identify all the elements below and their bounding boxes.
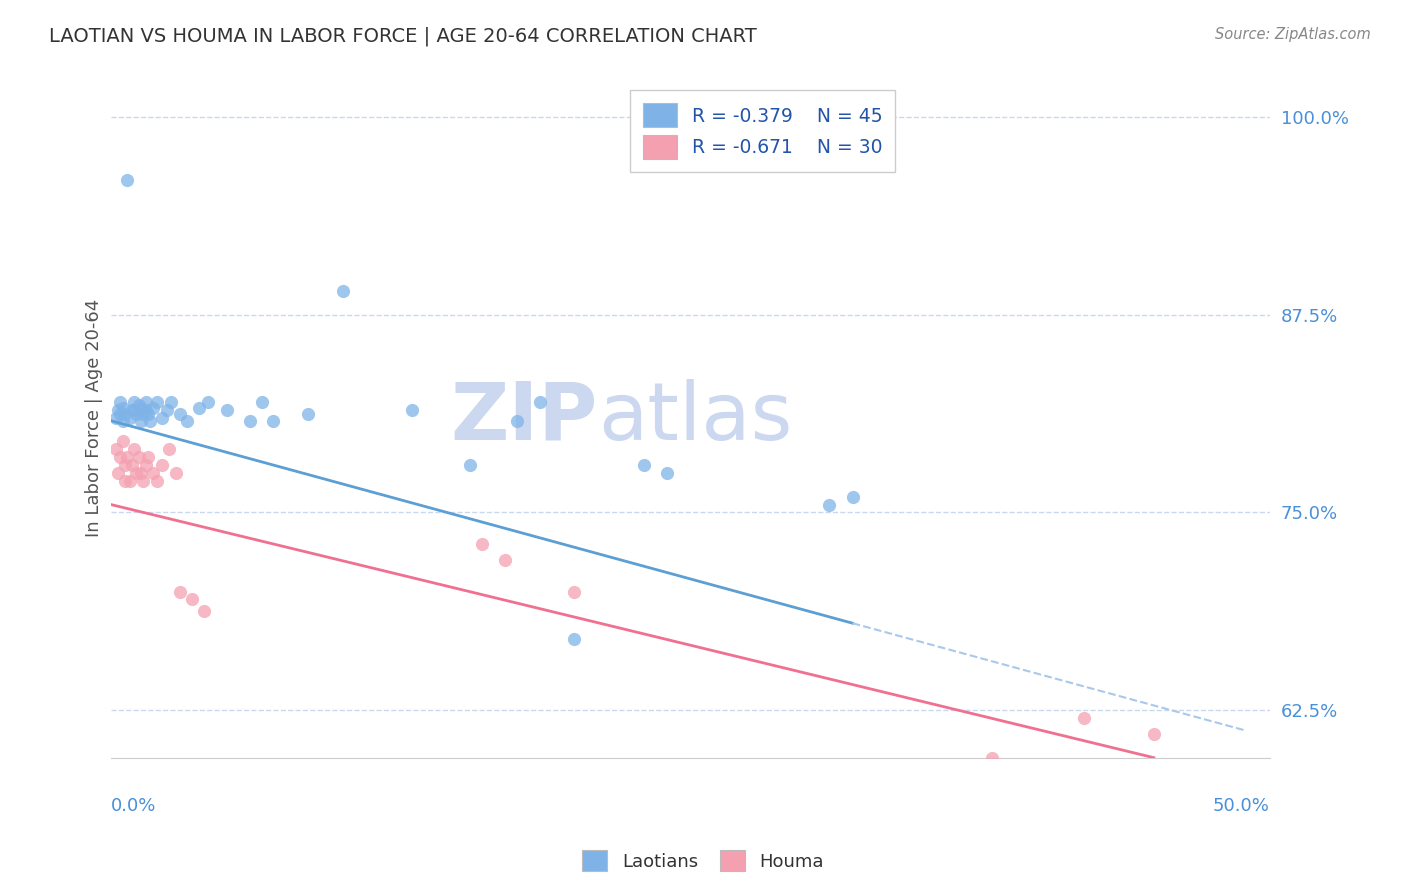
Point: [142, 466, 165, 480]
Point: [239, 414, 262, 428]
Point: [188, 401, 211, 415]
Point: [114, 474, 136, 488]
Point: [107, 466, 129, 480]
Point: [146, 474, 169, 488]
Point: [104, 410, 127, 425]
Point: [505, 414, 527, 428]
Point: [150, 410, 173, 425]
Point: [107, 402, 129, 417]
Point: [121, 458, 143, 472]
Point: [114, 458, 136, 472]
Point: [401, 402, 423, 417]
Point: [564, 584, 586, 599]
Y-axis label: In Labor Force | Age 20-64: In Labor Force | Age 20-64: [86, 299, 103, 537]
Point: [110, 394, 132, 409]
Point: [471, 537, 494, 551]
Point: [115, 450, 138, 464]
Point: [118, 410, 141, 425]
Point: [139, 414, 162, 428]
Text: atlas: atlas: [598, 378, 792, 457]
Point: [157, 442, 180, 457]
Point: [129, 401, 152, 415]
Point: [215, 402, 238, 417]
Legend: R = -0.379    N = 45, R = -0.671    N = 30: R = -0.379 N = 45, R = -0.671 N = 30: [630, 90, 896, 172]
Point: [125, 466, 148, 480]
Point: [128, 450, 150, 464]
Point: [118, 474, 141, 488]
Point: [115, 173, 138, 187]
Point: [494, 553, 516, 567]
Point: [262, 414, 284, 428]
Point: [197, 394, 219, 409]
Point: [136, 450, 159, 464]
Point: [122, 394, 145, 409]
Legend: Laotians, Houma: Laotians, Houma: [575, 843, 831, 879]
Point: [146, 394, 169, 409]
Point: [142, 401, 165, 415]
Point: [818, 498, 841, 512]
Point: [132, 474, 155, 488]
Point: [104, 442, 127, 457]
Point: [111, 414, 134, 428]
Point: [458, 458, 481, 472]
Point: [122, 442, 145, 457]
Point: [297, 408, 319, 422]
Point: [332, 284, 354, 298]
Point: [114, 408, 136, 422]
Point: [169, 408, 191, 422]
Point: [169, 584, 191, 599]
Point: [129, 414, 152, 428]
Point: [110, 408, 132, 422]
Text: ZIP: ZIP: [450, 378, 598, 457]
Point: [129, 466, 152, 480]
Point: [155, 402, 177, 417]
Point: [564, 632, 586, 646]
Point: [165, 466, 187, 480]
Point: [150, 458, 173, 472]
Point: [111, 401, 134, 415]
Point: [657, 466, 679, 480]
Point: [111, 434, 134, 449]
Point: [132, 408, 155, 422]
Point: [841, 490, 863, 504]
Point: [633, 458, 655, 472]
Point: [121, 402, 143, 417]
Point: [176, 414, 198, 428]
Point: [135, 402, 157, 417]
Point: [125, 408, 148, 422]
Text: 0.0%: 0.0%: [111, 797, 156, 814]
Point: [122, 402, 145, 417]
Text: LAOTIAN VS HOUMA IN LABOR FORCE | AGE 20-64 CORRELATION CHART: LAOTIAN VS HOUMA IN LABOR FORCE | AGE 20…: [49, 27, 756, 46]
Point: [980, 750, 1002, 764]
Point: [193, 603, 215, 617]
Point: [250, 394, 273, 409]
Point: [128, 398, 150, 412]
Point: [135, 458, 157, 472]
Text: Source: ZipAtlas.com: Source: ZipAtlas.com: [1215, 27, 1371, 42]
Point: [529, 394, 551, 409]
Text: 50.0%: 50.0%: [1213, 797, 1270, 814]
Point: [1143, 727, 1166, 741]
Point: [181, 592, 204, 607]
Point: [135, 394, 157, 409]
Point: [1073, 711, 1095, 725]
Point: [160, 394, 183, 409]
Point: [136, 408, 159, 422]
Point: [110, 450, 132, 464]
